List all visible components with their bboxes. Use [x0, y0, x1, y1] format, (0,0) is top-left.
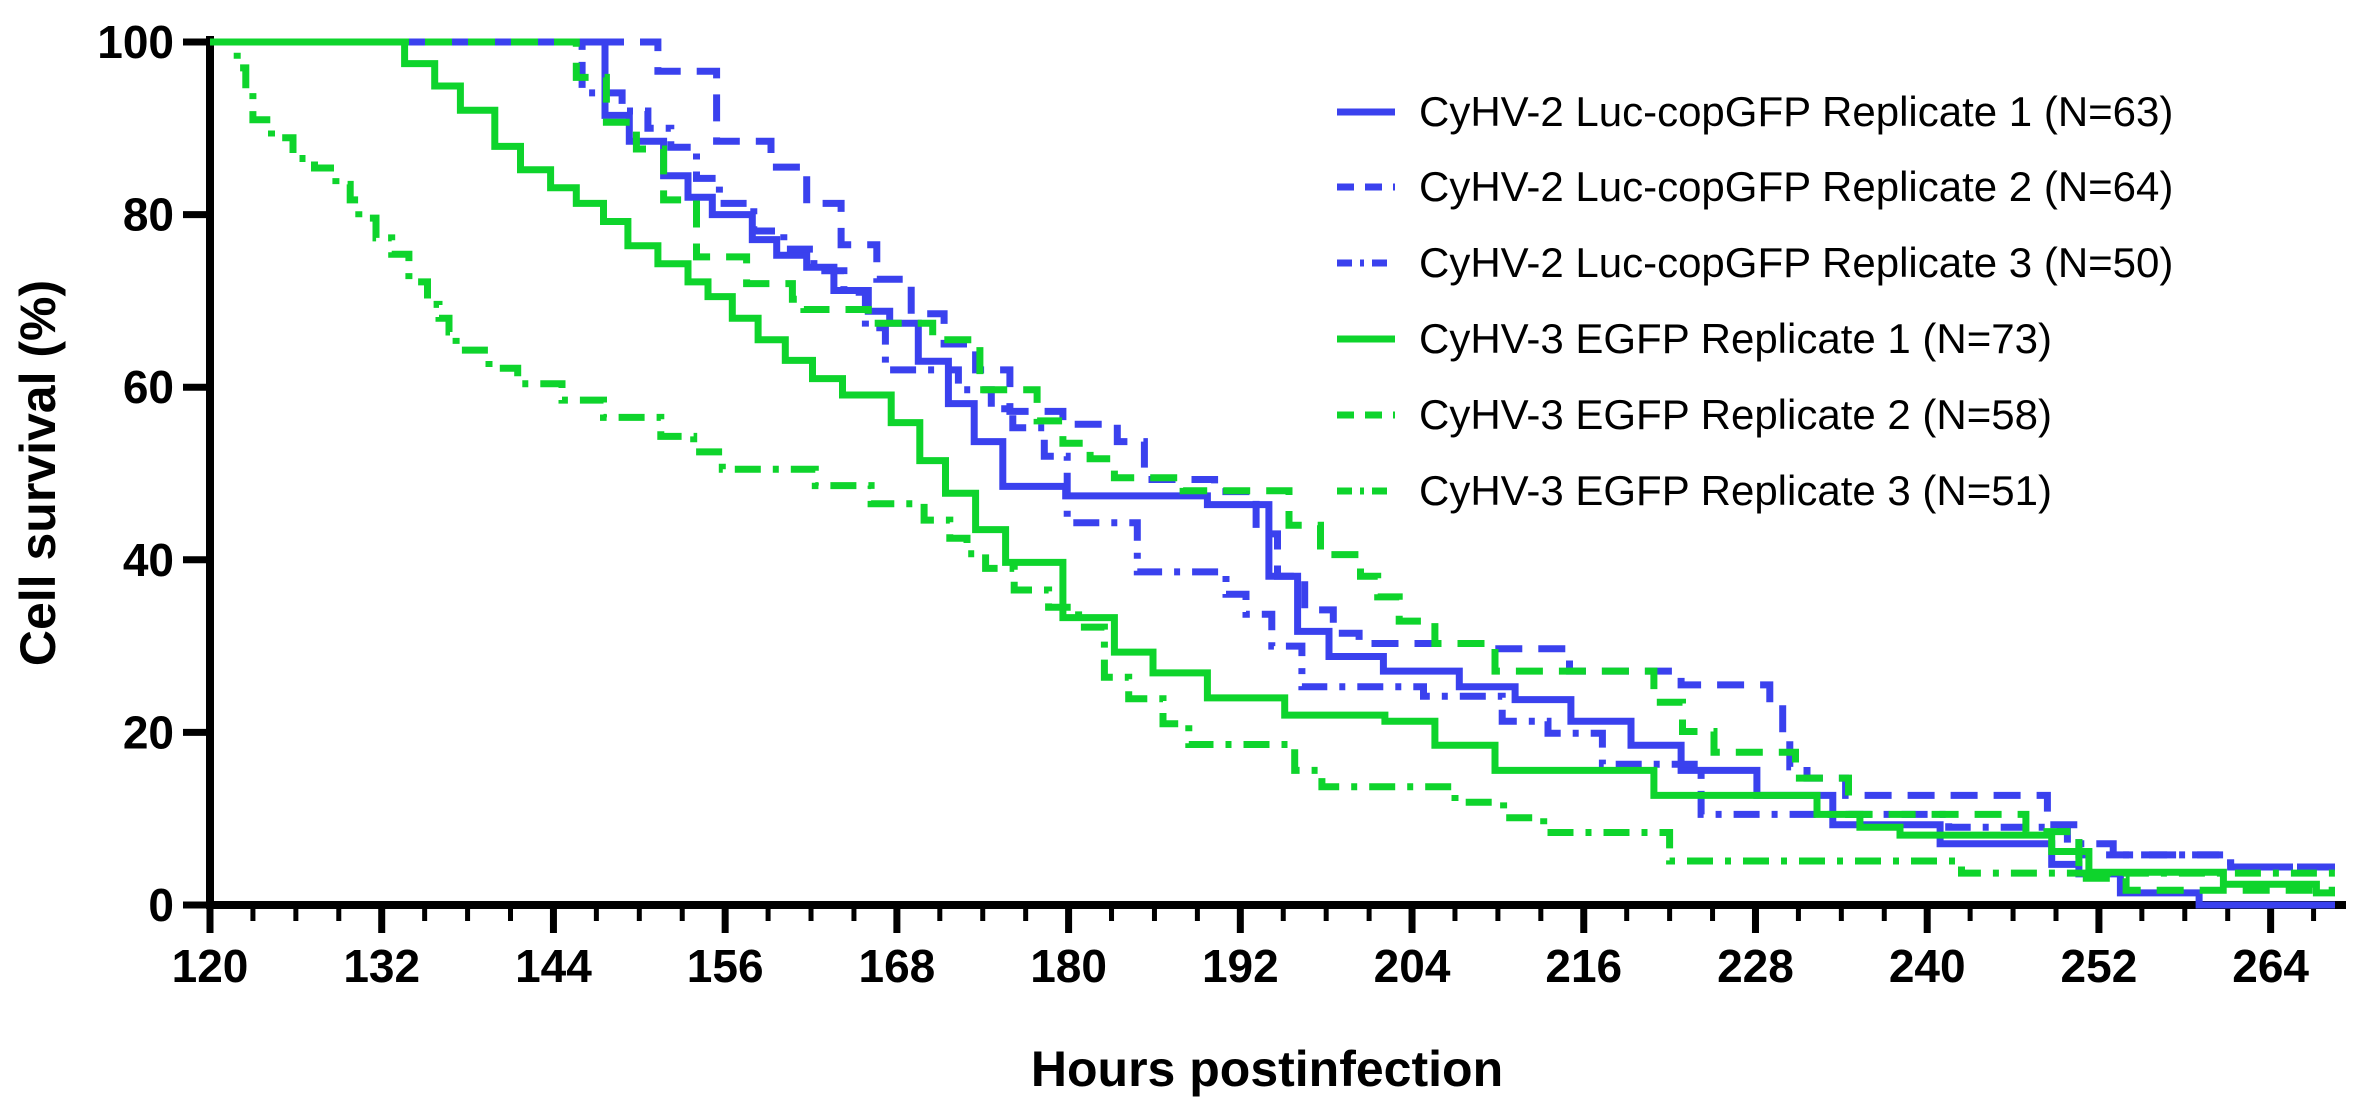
legend-label: CyHV-3 EGFP Replicate 3 (N=51)	[1419, 467, 2052, 514]
x-axis-title: Hours postinfection	[1031, 1041, 1503, 1097]
x-tick-label: 252	[2061, 940, 2138, 992]
x-tick-label: 156	[687, 940, 764, 992]
legend-swatch-dashdot-line-icon	[1337, 487, 1395, 495]
series-line-cyhv-2-luc-copgfp-rep3	[210, 38, 2335, 871]
y-tick-label: 40	[123, 534, 174, 586]
series-line-cyhv-2-luc-copgfp-rep1	[210, 38, 2335, 909]
y-tick-label: 100	[97, 16, 174, 68]
legend-swatch-dashed-line-icon	[1337, 411, 1395, 419]
legend-label: CyHV-3 EGFP Replicate 2 (N=58)	[1419, 391, 2052, 438]
series-line-cyhv-3-egfp-rep1	[210, 38, 2335, 897]
axes-layer: 0 20 40 60 80 100 120 132 144 156 168 180 192 204 216 2…	[97, 16, 2346, 992]
x-tick-label: 204	[1374, 940, 1451, 992]
y-tick-label: 20	[123, 706, 174, 758]
legend-label: CyHV-2 Luc-copGFP Replicate 3 (N=50)	[1419, 239, 2174, 286]
x-tick-label: 168	[859, 940, 936, 992]
legend-item: CyHV-3 EGFP Replicate 2 (N=58)	[1337, 390, 2052, 440]
legend-swatch-solid-line-icon	[1337, 335, 1395, 343]
x-tick-label: 264	[2232, 940, 2309, 992]
legend-item: CyHV-2 Luc-copGFP Replicate 2 (N=64)	[1337, 162, 2173, 212]
legend-label: CyHV-2 Luc-copGFP Replicate 1 (N=63)	[1419, 88, 2174, 135]
x-tick-label: 228	[1717, 940, 1794, 992]
legend-swatch-dashdot-line-icon	[1337, 259, 1395, 267]
legend-swatch-solid-line-icon	[1337, 108, 1395, 116]
y-axis-title: Cell survival (%)	[10, 280, 66, 666]
legend-item: CyHV-3 EGFP Replicate 3 (N=51)	[1337, 466, 2052, 516]
series-line-cyhv-3-egfp-rep3	[210, 38, 2339, 877]
legend-item: CyHV-2 Luc-copGFP Replicate 1 (N=63)	[1337, 87, 2173, 137]
y-tick-label: 0	[148, 879, 174, 931]
legend-label: CyHV-2 Luc-copGFP Replicate 2 (N=64)	[1419, 163, 2174, 210]
legend-item: CyHV-2 Luc-copGFP Replicate 3 (N=50)	[1337, 238, 2173, 288]
series-layer	[210, 38, 2339, 909]
x-tick-label: 180	[1030, 940, 1107, 992]
series-line-cyhv-3-egfp-rep2	[210, 38, 2335, 894]
x-tick-label: 144	[515, 940, 592, 992]
x-tick-label: 216	[1545, 940, 1622, 992]
series-line-cyhv-2-luc-copgfp-rep2	[210, 38, 2335, 871]
x-tick-label: 120	[172, 940, 249, 992]
x-tick-label: 192	[1202, 940, 1279, 992]
x-tick-label: 240	[1889, 940, 1966, 992]
y-tick-label: 80	[123, 189, 174, 241]
legend-item: CyHV-3 EGFP Replicate 1 (N=73)	[1337, 314, 2052, 364]
y-tick-label: 60	[123, 361, 174, 413]
x-tick-label: 132	[343, 940, 420, 992]
legend-label: CyHV-3 EGFP Replicate 1 (N=73)	[1419, 315, 2052, 362]
chart-legend: CyHV-2 Luc-copGFP Replicate 1 (N=63) CyHV…	[1337, 0, 2357, 560]
legend-swatch-dashed-line-icon	[1337, 183, 1395, 191]
